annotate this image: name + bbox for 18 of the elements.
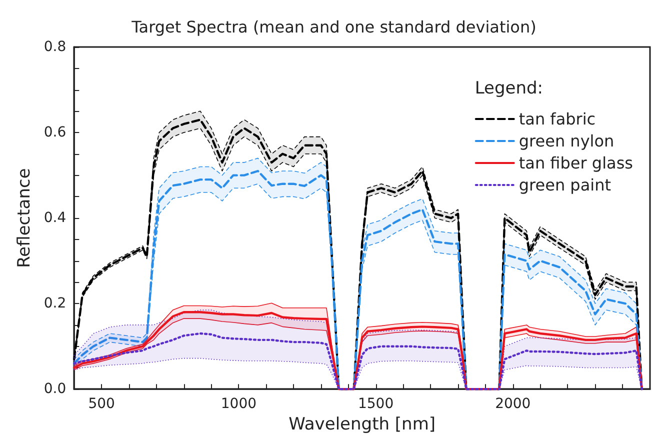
legend-label: green paint	[518, 176, 611, 194]
legend-title: Legend:	[474, 78, 544, 98]
y-tick-label: 0.8	[44, 39, 66, 55]
legend-label: tan fiber glass	[518, 154, 633, 172]
x-tick-label: 1500	[358, 396, 394, 412]
y-tick-label: 0.6	[44, 124, 66, 141]
line-series	[73, 332, 643, 390]
y-tick-label: 0.0	[44, 381, 66, 398]
x-tick-label: 1000	[220, 396, 257, 412]
x-tick-label: 500	[88, 396, 115, 412]
chart-title: Target Spectra (mean and one standard deviation)	[130, 18, 536, 36]
y-tick-label: 0.2	[44, 296, 66, 312]
legend-label: green nylon	[518, 132, 614, 150]
y-axis-title: Reflectance	[14, 168, 34, 268]
y-tick-label: 0.4	[44, 210, 66, 226]
x-axis-title: Wavelength [nm]	[288, 414, 436, 434]
legend-label: tan fabric	[518, 110, 596, 128]
x-tick-label: 2000	[495, 396, 531, 412]
